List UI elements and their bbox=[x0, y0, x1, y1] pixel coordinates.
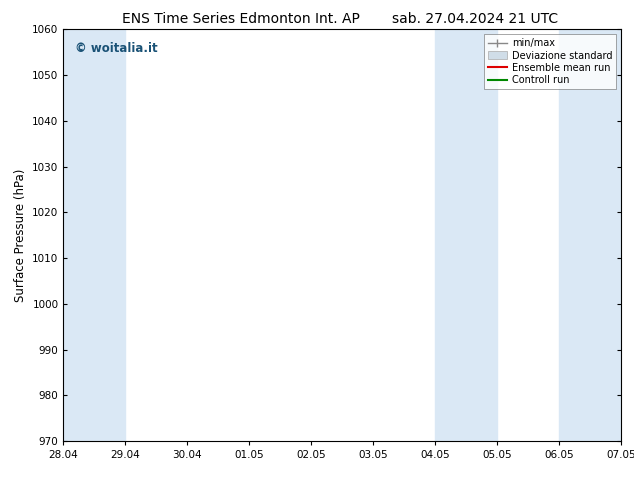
Text: ENS Time Series Edmonton Int. AP: ENS Time Series Edmonton Int. AP bbox=[122, 12, 360, 26]
Text: © woitalia.it: © woitalia.it bbox=[75, 42, 157, 55]
Text: sab. 27.04.2024 21 UTC: sab. 27.04.2024 21 UTC bbox=[392, 12, 559, 26]
Bar bbox=[559, 29, 621, 441]
Bar bbox=[436, 29, 497, 441]
Y-axis label: Surface Pressure (hPa): Surface Pressure (hPa) bbox=[14, 169, 27, 302]
Bar bbox=[63, 29, 126, 441]
Legend: min/max, Deviazione standard, Ensemble mean run, Controll run: min/max, Deviazione standard, Ensemble m… bbox=[484, 34, 616, 89]
